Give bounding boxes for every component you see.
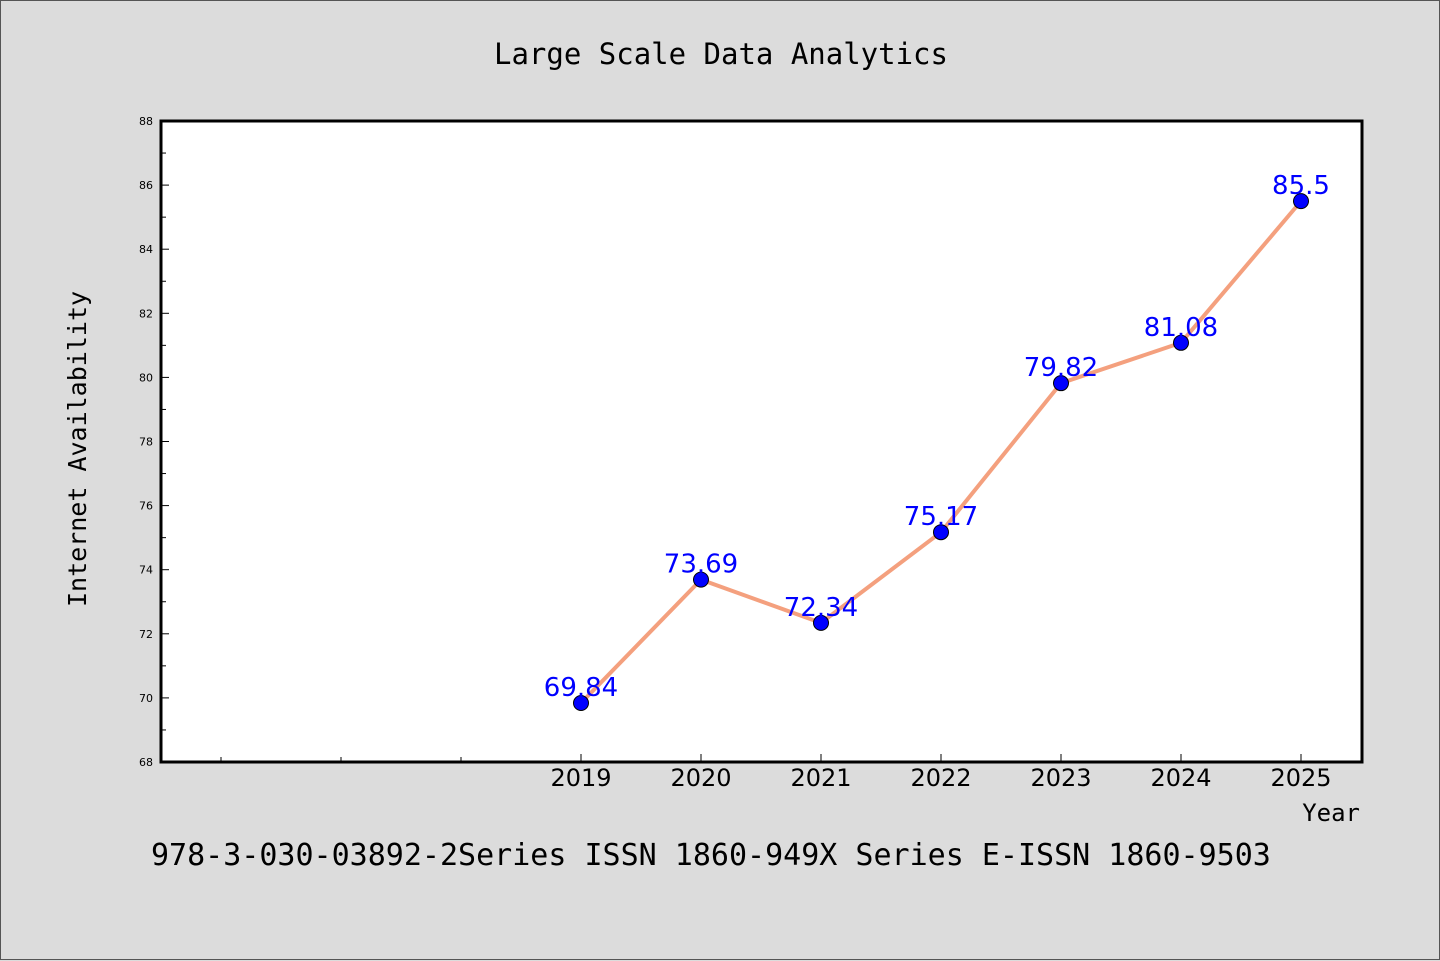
data-label: 73.69 <box>664 550 738 580</box>
y-tick-label: 86 <box>139 179 153 192</box>
y-tick-label: 80 <box>139 371 153 384</box>
data-point <box>1053 375 1069 392</box>
y-tick-label: 70 <box>139 692 153 705</box>
x-axis: 2019 2020 2021 2022 2023 2024 2025 <box>220 754 1332 792</box>
data-label: 75.17 <box>904 502 978 532</box>
x-tick-label: 2019 <box>550 764 611 792</box>
x-tick-label: 2021 <box>790 764 851 792</box>
series-line-group: 69.84 73.69 72.34 75.17 79.82 81.08 85.5 <box>544 171 1330 712</box>
data-point <box>693 571 709 588</box>
data-point <box>573 695 589 712</box>
x-tick-label: 2024 <box>1150 764 1211 792</box>
x-tick-label: 2022 <box>910 764 971 792</box>
data-point <box>933 524 949 541</box>
data-label: 85.5 <box>1272 171 1330 201</box>
y-tick-label: 68 <box>139 756 153 769</box>
data-point <box>1173 334 1189 351</box>
data-point <box>813 614 829 631</box>
footer-text: 978-3-030-03892-2Series ISSN 1860-949X S… <box>151 838 1271 873</box>
data-label: 72.34 <box>784 593 858 623</box>
x-tick-label: 2020 <box>670 764 731 792</box>
y-axis-label: Internet Availability <box>63 291 92 607</box>
y-axis: 68 70 72 74 76 78 80 82 84 86 88 <box>139 115 169 769</box>
data-label: 79.82 <box>1024 353 1098 383</box>
y-tick-label: 84 <box>139 243 153 256</box>
data-label: 81.08 <box>1144 313 1218 343</box>
x-tick-label: 2023 <box>1030 764 1091 792</box>
y-tick-label: 78 <box>139 436 153 449</box>
y-tick-label: 74 <box>139 564 153 577</box>
data-point <box>1293 193 1309 210</box>
data-label: 69.84 <box>544 673 618 703</box>
y-tick-label: 72 <box>139 628 153 641</box>
x-tick-label: 2025 <box>1270 764 1331 792</box>
plot-area <box>159 119 1364 764</box>
x-axis-label: Year <box>1302 799 1360 827</box>
y-tick-label: 76 <box>139 500 153 513</box>
y-tick-label: 82 <box>139 307 153 320</box>
y-tick-label: 88 <box>139 115 153 128</box>
chart-title: Large Scale Data Analytics <box>494 37 948 71</box>
